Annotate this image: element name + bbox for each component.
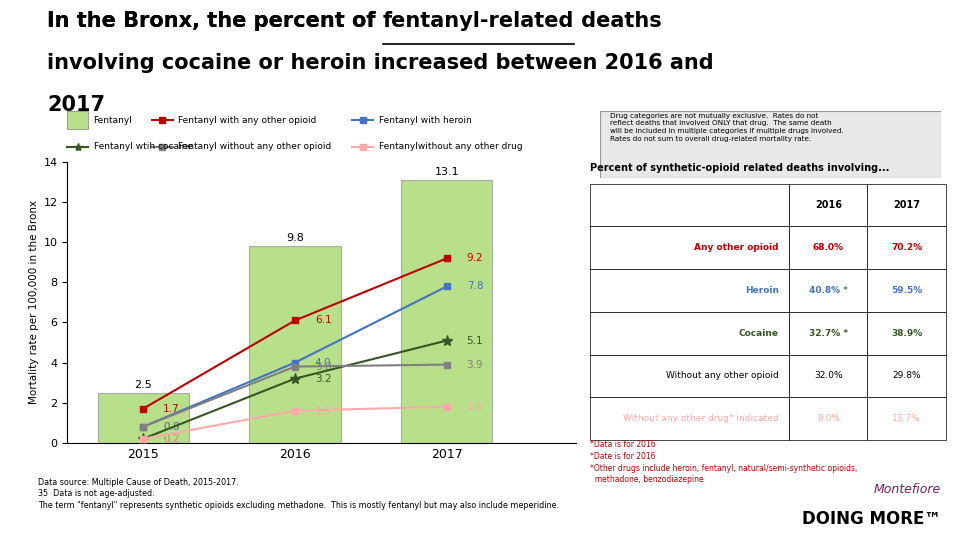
Text: 2017: 2017 bbox=[893, 200, 920, 210]
Text: 9.2: 9.2 bbox=[467, 253, 483, 264]
Text: 13.1: 13.1 bbox=[435, 167, 459, 177]
FancyBboxPatch shape bbox=[590, 355, 789, 397]
Text: Without any other drug* indicated: Without any other drug* indicated bbox=[623, 414, 779, 423]
Text: 29.8%: 29.8% bbox=[892, 372, 921, 381]
Text: 0.2: 0.2 bbox=[163, 434, 180, 444]
Text: Fentanyl with heroin: Fentanyl with heroin bbox=[378, 116, 471, 125]
Text: Fentanyl: Fentanyl bbox=[94, 116, 132, 125]
Text: DOING MORE™: DOING MORE™ bbox=[802, 510, 941, 528]
Text: Montefiore: Montefiore bbox=[874, 483, 941, 496]
Text: Fentanyl without any other opioid: Fentanyl without any other opioid bbox=[179, 143, 331, 151]
Text: Cocaine: Cocaine bbox=[738, 329, 779, 338]
FancyBboxPatch shape bbox=[868, 312, 946, 355]
FancyBboxPatch shape bbox=[789, 312, 868, 355]
FancyBboxPatch shape bbox=[600, 111, 941, 178]
Text: 9.8: 9.8 bbox=[286, 233, 304, 243]
Text: Drug categories are not mutually exclusive.  Rates do not
reflect deaths that in: Drug categories are not mutually exclusi… bbox=[611, 113, 844, 142]
Text: 13.7%: 13.7% bbox=[892, 414, 921, 423]
FancyBboxPatch shape bbox=[868, 355, 946, 397]
Text: 32.0%: 32.0% bbox=[814, 372, 843, 381]
Text: 4.0: 4.0 bbox=[315, 357, 331, 368]
Text: In the Bronx, the percent of: In the Bronx, the percent of bbox=[47, 10, 383, 31]
Text: 38.9%: 38.9% bbox=[891, 329, 923, 338]
FancyBboxPatch shape bbox=[789, 397, 868, 440]
Text: 59.5%: 59.5% bbox=[891, 286, 923, 295]
FancyBboxPatch shape bbox=[590, 269, 789, 312]
Text: 40.8% *: 40.8% * bbox=[809, 286, 848, 295]
FancyBboxPatch shape bbox=[868, 397, 946, 440]
Bar bbox=[98, 393, 189, 443]
Text: deaths: deaths bbox=[574, 10, 662, 31]
Text: 32.7% *: 32.7% * bbox=[809, 329, 848, 338]
Text: 3.8: 3.8 bbox=[315, 362, 331, 372]
Text: 2.5: 2.5 bbox=[134, 380, 152, 390]
Text: 6.1: 6.1 bbox=[315, 315, 331, 326]
Text: Percent of synthetic-opioid related deaths involving...: Percent of synthetic-opioid related deat… bbox=[590, 163, 890, 173]
Text: 8.0%: 8.0% bbox=[817, 414, 840, 423]
Text: Any other opioid: Any other opioid bbox=[694, 243, 779, 252]
FancyBboxPatch shape bbox=[590, 184, 789, 226]
Text: 1.7: 1.7 bbox=[163, 404, 180, 414]
Text: involving cocaine or heroin increased between 2016 and: involving cocaine or heroin increased be… bbox=[47, 52, 714, 72]
Y-axis label: Mortality rate per 100,000 in the Bronx: Mortality rate per 100,000 in the Bronx bbox=[29, 200, 39, 404]
Text: Heroin: Heroin bbox=[745, 286, 779, 295]
Text: fentanyl-related: fentanyl-related bbox=[383, 10, 574, 31]
Text: 0.2: 0.2 bbox=[163, 434, 180, 444]
Text: In the Bronx, the percent of fentanyl-related: In the Bronx, the percent of fentanyl-re… bbox=[47, 10, 574, 31]
FancyBboxPatch shape bbox=[789, 184, 868, 226]
Text: Fentanyl with any other opioid: Fentanyl with any other opioid bbox=[179, 116, 317, 125]
Text: Without any other opioid: Without any other opioid bbox=[666, 372, 779, 381]
Text: *Data is for 2016
*Date is for 2016
*Other drugs include heroin, fentanyl, natur: *Data is for 2016 *Date is for 2016 *Oth… bbox=[590, 440, 858, 484]
FancyBboxPatch shape bbox=[789, 226, 868, 269]
Text: 0.8: 0.8 bbox=[163, 422, 180, 432]
Text: 70.2%: 70.2% bbox=[891, 243, 923, 252]
Text: Fentanyl⁠without any other drug: Fentanyl⁠without any other drug bbox=[378, 143, 522, 151]
Text: 0.8: 0.8 bbox=[163, 422, 180, 432]
Bar bbox=[401, 180, 492, 443]
Text: Fentanyl wtih cocaine: Fentanyl wtih cocaine bbox=[94, 143, 193, 151]
Text: 1.6: 1.6 bbox=[315, 406, 331, 416]
FancyBboxPatch shape bbox=[868, 226, 946, 269]
FancyBboxPatch shape bbox=[868, 269, 946, 312]
FancyBboxPatch shape bbox=[590, 397, 789, 440]
Text: Data source: Multiple Cause of Death, 2015-2017.
35  Data is not age-adjusted.
T: Data source: Multiple Cause of Death, 20… bbox=[38, 478, 560, 510]
Bar bbox=[67, 111, 88, 129]
Text: 2017: 2017 bbox=[47, 94, 106, 114]
Text: 7.8: 7.8 bbox=[467, 281, 483, 292]
Text: 2016: 2016 bbox=[815, 200, 842, 210]
FancyBboxPatch shape bbox=[868, 184, 946, 226]
FancyBboxPatch shape bbox=[789, 269, 868, 312]
FancyBboxPatch shape bbox=[789, 355, 868, 397]
Text: 5.1: 5.1 bbox=[467, 335, 483, 346]
Text: 3.9: 3.9 bbox=[467, 360, 483, 369]
Text: 3.2: 3.2 bbox=[315, 374, 331, 383]
Text: 68.0%: 68.0% bbox=[813, 243, 844, 252]
FancyBboxPatch shape bbox=[590, 226, 789, 269]
Bar bbox=[250, 246, 341, 443]
Text: In the Bronx, the percent of: In the Bronx, the percent of bbox=[47, 10, 383, 31]
Text: 1.8: 1.8 bbox=[467, 402, 483, 411]
FancyBboxPatch shape bbox=[590, 312, 789, 355]
